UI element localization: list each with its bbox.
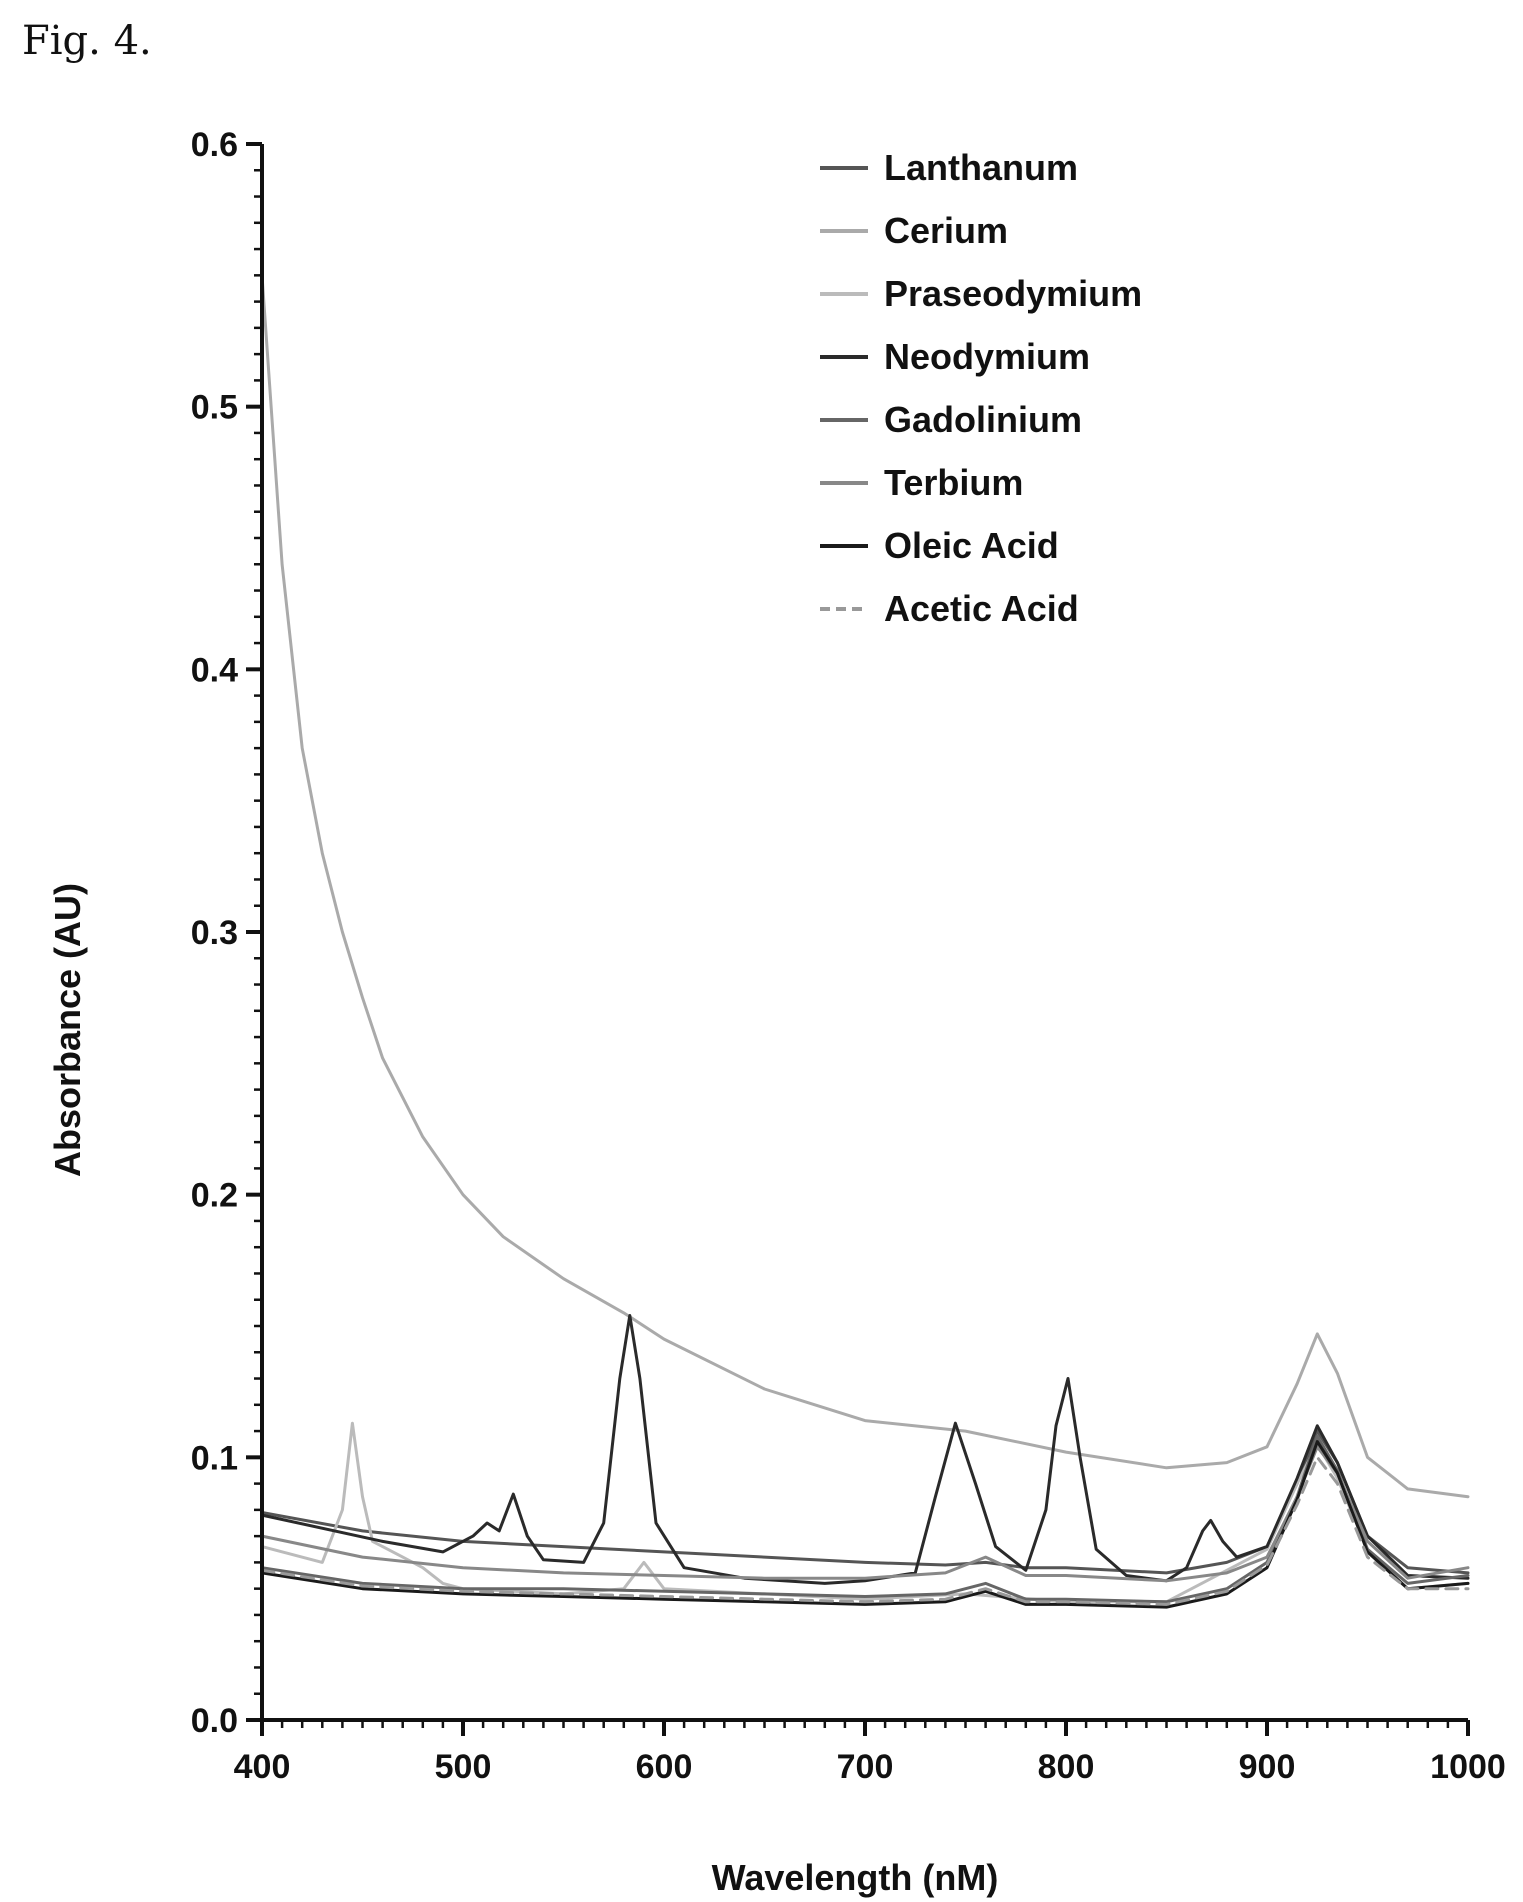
series-line-cerium	[260, 273, 1470, 1499]
series-layer	[260, 273, 1470, 1609]
x-tick-label: 800	[1038, 1748, 1095, 1786]
y-tick-label: 0.4	[191, 651, 238, 689]
x-tick-label: 600	[636, 1748, 693, 1786]
y-tick-label: 0.5	[191, 389, 238, 427]
legend: Lanthanum Cerium Praseodymium Neodymium Gado…	[820, 147, 1142, 629]
legend-label: Lanthanum	[884, 147, 1078, 188]
x-tick-label: 400	[234, 1748, 291, 1786]
legend-label: Praseodymium	[884, 273, 1142, 314]
legend-label: Oleic Acid	[884, 525, 1059, 566]
legend-label: Cerium	[884, 210, 1008, 251]
series-line-praseodymium	[260, 1421, 1470, 1604]
legend-label: Neodymium	[884, 336, 1090, 377]
figure-label: Fig. 4.	[22, 18, 152, 64]
legend-label: Gadolinium	[884, 399, 1082, 440]
legend-label: Acetic Acid	[884, 588, 1079, 629]
x-tick-label: 700	[837, 1748, 894, 1786]
series-line-gadolinium	[260, 1434, 1470, 1604]
y-tick-label: 0.3	[191, 914, 238, 952]
y-tick-label: 0.6	[191, 126, 238, 164]
x-axis-title: Wavelength (nM)	[712, 1857, 999, 1898]
series-line-terbium	[260, 1445, 1470, 1583]
x-tick-label: 500	[435, 1748, 492, 1786]
axes-layer: 0.0 0.1 0.2 0.3 0.4 0.5 0.6 400 500 600 700 800 900 1…	[191, 126, 1506, 1786]
x-tick-label: 900	[1239, 1748, 1296, 1786]
y-tick-label: 0.2	[191, 1177, 238, 1215]
y-tick-label: 0.1	[191, 1439, 238, 1477]
series-line-neodymium	[260, 1314, 1470, 1585]
legend-label: Terbium	[884, 462, 1023, 503]
series-line-acetic-acid	[260, 1455, 1470, 1606]
x-tick-label: 1000	[1430, 1748, 1506, 1786]
series-line-oleic-acid	[260, 1440, 1470, 1609]
y-tick-label: 0.0	[191, 1702, 238, 1740]
y-axis-title: Absorbance (AU)	[47, 883, 88, 1177]
